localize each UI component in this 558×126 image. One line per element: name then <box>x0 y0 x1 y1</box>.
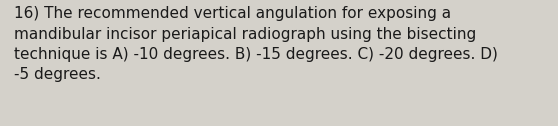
Text: 16) The recommended vertical angulation for exposing a
mandibular incisor periap: 16) The recommended vertical angulation … <box>14 6 498 83</box>
